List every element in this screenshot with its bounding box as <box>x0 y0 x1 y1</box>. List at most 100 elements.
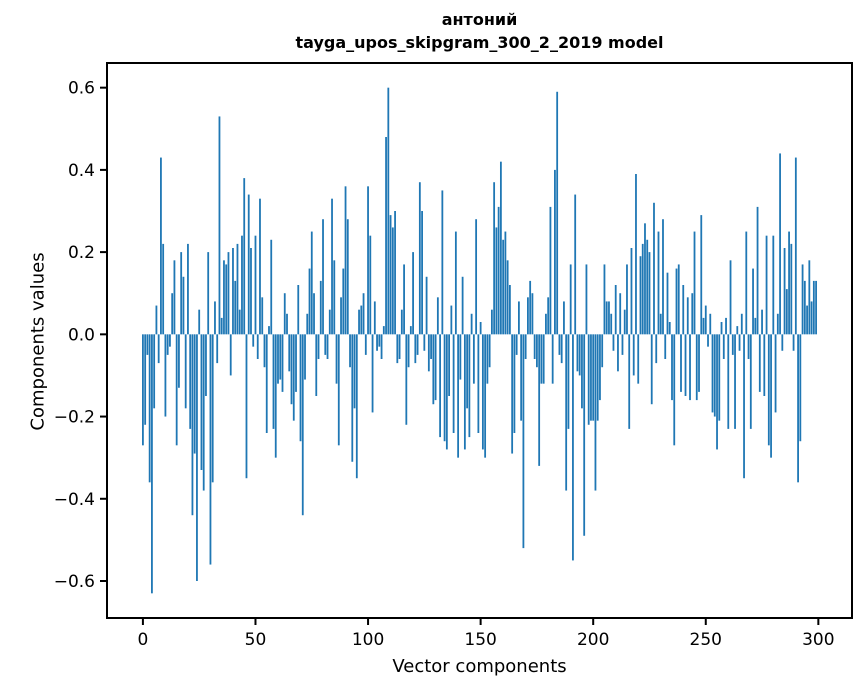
bar <box>369 235 372 335</box>
bar <box>770 334 772 458</box>
bar <box>337 334 340 446</box>
bar <box>277 334 279 384</box>
bar <box>252 334 255 347</box>
bar <box>234 280 237 335</box>
bar <box>504 231 507 335</box>
y-tick-label: −0.4 <box>54 490 95 510</box>
bar <box>747 334 750 359</box>
x-tick-label: 100 <box>352 630 384 650</box>
bar <box>189 334 192 429</box>
bar <box>601 334 604 368</box>
bar <box>578 334 581 376</box>
bar <box>774 334 777 413</box>
bar <box>594 334 597 491</box>
bar <box>355 334 358 479</box>
bar <box>328 309 331 335</box>
bar <box>250 248 252 335</box>
bar <box>583 334 586 536</box>
bar <box>331 198 333 335</box>
bar <box>191 334 194 516</box>
bar <box>684 334 687 396</box>
bar <box>468 334 471 438</box>
bar <box>153 334 156 409</box>
bar <box>306 313 309 335</box>
bar <box>274 334 277 458</box>
bar <box>709 313 712 335</box>
bar <box>592 334 595 421</box>
bar <box>279 334 282 380</box>
bar <box>560 334 563 364</box>
bar <box>538 334 541 466</box>
bar <box>720 322 723 335</box>
bar <box>477 334 480 433</box>
y-axis-label: Components values <box>27 252 49 431</box>
bar <box>360 305 363 335</box>
bar <box>644 223 646 335</box>
bar <box>803 280 806 335</box>
bar <box>585 264 588 335</box>
x-axis-label: Vector components <box>392 656 567 677</box>
y-tick-label: 0.4 <box>68 161 95 181</box>
bar <box>686 297 689 335</box>
bar <box>587 334 590 425</box>
bar <box>815 280 817 335</box>
bar <box>380 334 383 359</box>
bar <box>781 334 784 351</box>
bar <box>142 334 144 446</box>
bar <box>808 260 811 335</box>
bar <box>758 334 761 392</box>
bar <box>304 334 306 380</box>
bar <box>563 301 565 335</box>
bar <box>472 334 475 384</box>
bar <box>182 276 185 335</box>
bar <box>612 334 615 351</box>
bar <box>265 334 268 433</box>
bar <box>308 268 311 335</box>
bar <box>772 235 775 335</box>
bar <box>630 248 633 335</box>
bar <box>414 334 417 364</box>
bar <box>520 334 523 421</box>
bar <box>211 334 214 483</box>
bar <box>214 301 216 335</box>
bar <box>767 334 770 446</box>
bar <box>220 317 223 335</box>
bar <box>790 243 793 335</box>
bar <box>637 334 640 384</box>
bar <box>193 334 196 454</box>
bar <box>155 305 158 335</box>
bar <box>549 206 552 335</box>
bar <box>729 260 732 335</box>
bar <box>407 334 410 368</box>
bar <box>698 334 700 392</box>
bar <box>317 334 320 359</box>
bar <box>662 219 664 335</box>
bar <box>335 334 338 384</box>
bar <box>146 334 149 355</box>
bar <box>567 334 570 429</box>
bar <box>344 186 347 335</box>
bar <box>713 334 716 417</box>
bar <box>396 334 399 364</box>
bar <box>574 194 577 335</box>
bar <box>515 334 518 355</box>
bar <box>400 309 403 335</box>
bar <box>157 334 160 364</box>
bar <box>175 334 178 446</box>
bar <box>198 309 201 335</box>
bar <box>788 231 790 335</box>
bar <box>223 260 225 335</box>
bar <box>324 334 327 355</box>
bar <box>693 231 696 335</box>
bar <box>486 334 489 384</box>
bar <box>295 334 297 392</box>
bar <box>479 322 482 335</box>
bar <box>677 264 680 335</box>
bar <box>229 334 232 376</box>
bar <box>376 334 378 351</box>
bar <box>522 334 525 549</box>
bar <box>499 161 502 335</box>
bar <box>502 239 505 335</box>
bar <box>725 317 727 335</box>
